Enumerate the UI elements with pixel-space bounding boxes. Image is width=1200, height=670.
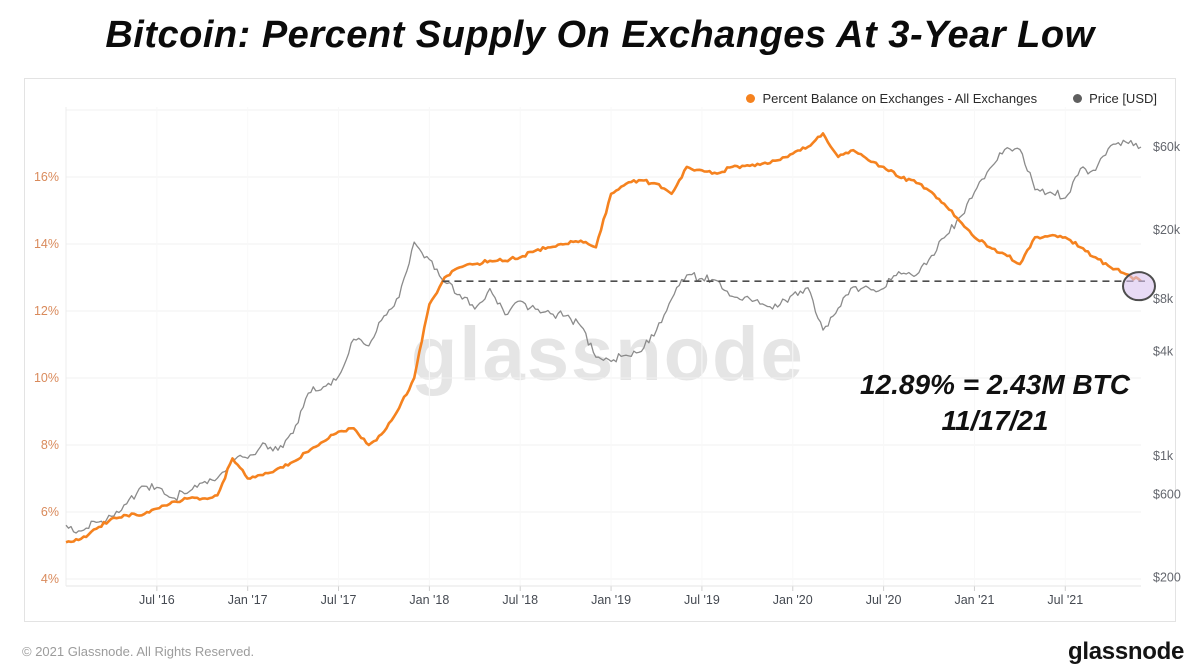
- svg-text:14%: 14%: [34, 237, 59, 251]
- svg-text:$20k: $20k: [1153, 223, 1181, 237]
- svg-text:Jan '18: Jan '18: [409, 593, 449, 607]
- svg-text:10%: 10%: [34, 371, 59, 385]
- svg-text:Jul '16: Jul '16: [139, 593, 175, 607]
- svg-text:8%: 8%: [41, 438, 59, 452]
- glassnode-watermark: glassnode: [410, 312, 805, 397]
- chart-panel: glassnode 4% 6% 8% 10% 12% 14% 16% $200 $600 $1k $…: [24, 78, 1181, 622]
- svg-text:Jul '17: Jul '17: [321, 593, 357, 607]
- legend-item-exchange-balance[interactable]: Percent Balance on Exchanges - All Excha…: [746, 91, 1037, 106]
- svg-text:$8k: $8k: [1153, 292, 1174, 306]
- svg-text:12%: 12%: [34, 304, 59, 318]
- svg-text:$4k: $4k: [1153, 344, 1174, 358]
- chart-title: Bitcoin: Percent Supply On Exchanges At …: [105, 14, 1095, 56]
- chart-canvas: 4% 6% 8% 10% 12% 14% 16% $200 $600 $1k $4k $8k $20k $…: [34, 107, 1181, 607]
- svg-text:16%: 16%: [34, 170, 59, 184]
- svg-text:Jan '21: Jan '21: [954, 593, 994, 607]
- callout-annotation: 12.89% = 2.43M BTC 11/17/21: [825, 367, 1165, 440]
- svg-text:6%: 6%: [41, 505, 59, 519]
- svg-text:$200: $200: [1153, 570, 1181, 584]
- callout-line2: 11/17/21: [941, 405, 1049, 437]
- svg-text:Jul '21: Jul '21: [1047, 593, 1083, 607]
- legend-label-price: Price [USD]: [1089, 91, 1157, 106]
- svg-text:$1k: $1k: [1153, 449, 1174, 463]
- glassnode-logo: glassnode: [1068, 638, 1184, 665]
- svg-text:$600: $600: [1153, 488, 1181, 502]
- svg-text:Jul '19: Jul '19: [684, 593, 720, 607]
- legend-gray-dot-icon: [1073, 94, 1083, 103]
- legend-orange-dot-icon: [746, 94, 756, 103]
- svg-text:4%: 4%: [41, 572, 59, 586]
- callout-line1: 12.89% = 2.43M BTC: [859, 369, 1131, 400]
- svg-text:Jan '17: Jan '17: [228, 593, 268, 607]
- svg-text:Jul '20: Jul '20: [866, 593, 902, 607]
- legend-label-exchange-balance: Percent Balance on Exchanges - All Excha…: [762, 91, 1038, 106]
- svg-text:$60k: $60k: [1153, 140, 1181, 154]
- copyright-text: © 2021 Glassnode. All Rights Reserved.: [22, 644, 255, 659]
- chart-legend: Percent Balance on Exchanges - All Excha…: [746, 91, 1157, 106]
- svg-text:Jan '20: Jan '20: [773, 593, 813, 607]
- legend-item-price[interactable]: Price [USD]: [1073, 91, 1157, 106]
- svg-text:Jan '19: Jan '19: [591, 593, 631, 607]
- svg-text:Jul '18: Jul '18: [502, 593, 538, 607]
